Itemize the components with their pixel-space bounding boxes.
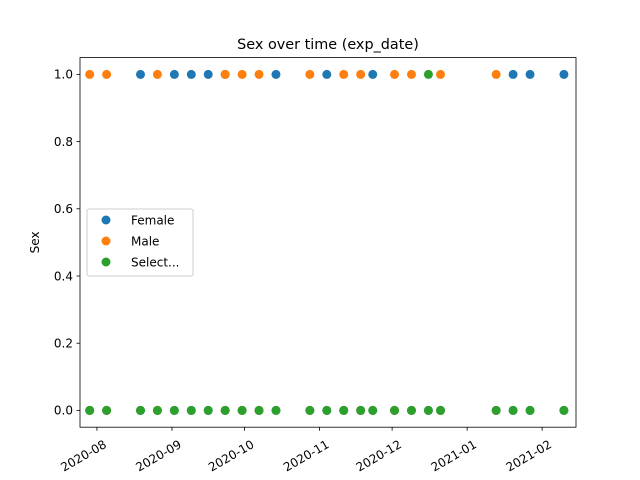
legend-box	[86, 208, 194, 277]
data-point	[254, 405, 264, 415]
data-point	[271, 69, 281, 79]
data-point	[135, 69, 145, 79]
data-point	[423, 405, 433, 415]
data-point	[169, 405, 179, 415]
y-tick-label: 0.4	[54, 269, 73, 283]
data-point	[491, 69, 501, 79]
y-tick-label: 0.8	[54, 135, 73, 149]
data-point	[368, 69, 378, 79]
data-point	[406, 405, 416, 415]
data-point	[559, 405, 569, 415]
data-point	[237, 69, 247, 79]
plot-frame	[79, 57, 577, 428]
data-point	[102, 405, 112, 415]
data-point	[169, 69, 179, 79]
data-points-layer	[85, 69, 569, 415]
data-point	[525, 405, 535, 415]
data-point	[525, 69, 535, 79]
data-point	[508, 405, 518, 415]
data-point	[152, 405, 162, 415]
legend-marker	[101, 215, 111, 225]
data-point	[423, 69, 433, 79]
data-point	[339, 405, 349, 415]
y-axis-ticks: 0.0 0.2 0.4 0.6 0.8 1.0	[54, 68, 80, 418]
data-point	[85, 69, 95, 79]
y-axis-label: Sex	[28, 231, 42, 253]
data-point	[237, 405, 247, 415]
data-point	[559, 69, 569, 79]
y-tick-label: 0.0	[54, 404, 73, 418]
legend-label: Male	[131, 234, 159, 248]
data-point	[186, 69, 196, 79]
data-point	[322, 69, 332, 79]
data-point	[305, 69, 315, 79]
data-point	[254, 69, 264, 79]
data-point	[508, 69, 518, 79]
data-point	[186, 405, 196, 415]
data-point	[135, 405, 145, 415]
data-point	[436, 405, 446, 415]
data-point	[305, 405, 315, 415]
data-point	[102, 69, 112, 79]
legend-marker	[101, 257, 111, 267]
data-point	[491, 405, 501, 415]
data-point	[436, 69, 446, 79]
data-point	[203, 405, 213, 415]
data-point	[220, 69, 230, 79]
y-tick-label: 0.6	[54, 202, 73, 216]
data-point	[406, 69, 416, 79]
series-select	[85, 69, 569, 415]
data-point	[390, 405, 400, 415]
data-point	[339, 69, 349, 79]
data-point	[271, 405, 281, 415]
data-point	[356, 69, 366, 79]
legend-label: Female	[131, 213, 174, 227]
y-tick-label: 0.2	[54, 337, 73, 351]
data-point	[85, 405, 95, 415]
data-point	[203, 69, 213, 79]
data-point	[152, 69, 162, 79]
data-point	[322, 405, 332, 415]
data-point	[368, 405, 378, 415]
data-point	[220, 405, 230, 415]
legend-label: Select...	[131, 255, 179, 269]
data-point	[390, 69, 400, 79]
chart-title: Sex over time (exp_date)	[237, 37, 419, 53]
legend-marker	[101, 236, 111, 246]
legend: Female Male Select...	[86, 208, 194, 277]
y-tick-label: 1.0	[54, 68, 73, 82]
data-point	[356, 405, 366, 415]
